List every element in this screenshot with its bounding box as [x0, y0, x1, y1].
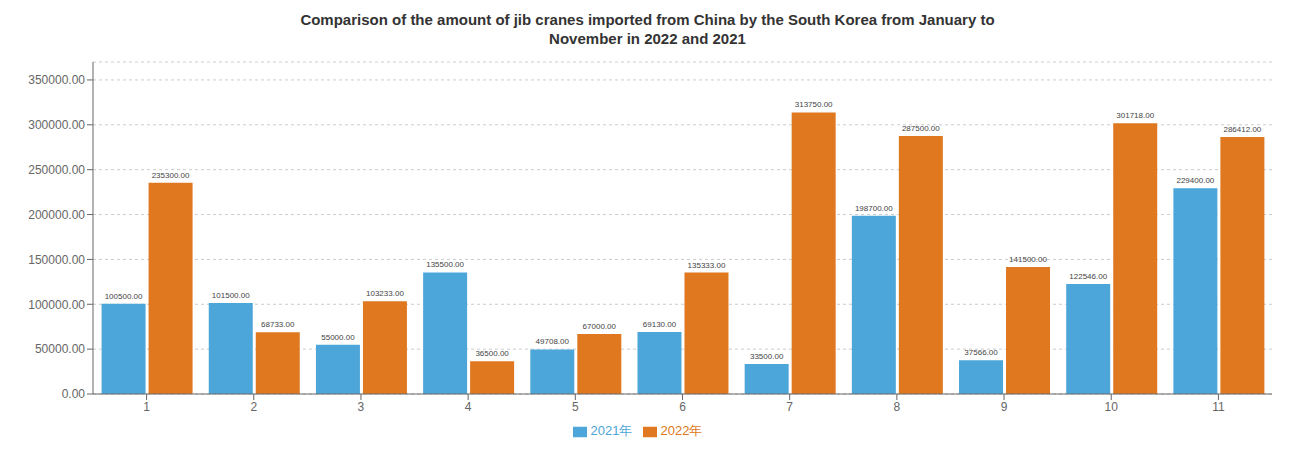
svg-text:250000.00: 250000.00 — [28, 163, 85, 177]
svg-text:300000.00: 300000.00 — [28, 118, 85, 132]
html-text:November in 2022 and 2021: November in 2022 and 2021 — [549, 30, 746, 47]
svg-text:301718.00: 301718.00 — [1116, 111, 1154, 120]
svg-text:9: 9 — [1001, 400, 1008, 414]
svg-text:101500.00: 101500.00 — [212, 291, 250, 300]
svg-text:287500.00: 287500.00 — [902, 124, 940, 133]
svg-text:100500.00: 100500.00 — [105, 292, 143, 301]
svg-text:5: 5 — [572, 400, 579, 414]
svg-text:200000.00: 200000.00 — [28, 208, 85, 222]
svg-text:10: 10 — [1105, 400, 1119, 414]
html-text:2021年: 2021年 — [590, 423, 633, 438]
svg-text:313750.00: 313750.00 — [795, 100, 833, 109]
html-text:Comparison of the amount of ji: Comparison of the amount of jib cranes i… — [300, 11, 995, 28]
svg-text:235300.00: 235300.00 — [152, 171, 190, 180]
svg-text:286412.00: 286412.00 — [1223, 125, 1261, 134]
svg-text:69130.00: 69130.00 — [643, 320, 677, 329]
svg-text:103233.00: 103233.00 — [366, 289, 404, 298]
svg-text:7: 7 — [786, 400, 793, 414]
svg-text:6: 6 — [679, 400, 686, 414]
svg-text:198700.00: 198700.00 — [855, 204, 893, 213]
svg-text:141500.00: 141500.00 — [1009, 255, 1047, 264]
svg-text:135500.00: 135500.00 — [426, 260, 464, 269]
svg-text:229400.00: 229400.00 — [1176, 176, 1214, 185]
svg-text:68733.00: 68733.00 — [261, 320, 295, 329]
svg-text:49708.00: 49708.00 — [536, 337, 570, 346]
svg-text:50000.00: 50000.00 — [35, 342, 85, 356]
svg-text:2: 2 — [250, 400, 257, 414]
svg-text:150000.00: 150000.00 — [28, 253, 85, 267]
svg-text:0.00: 0.00 — [62, 387, 86, 401]
svg-text:8: 8 — [894, 400, 901, 414]
svg-text:350000.00: 350000.00 — [28, 73, 85, 87]
svg-text:11: 11 — [1212, 400, 1225, 414]
svg-text:1: 1 — [143, 400, 150, 414]
svg-text:135333.00: 135333.00 — [688, 261, 726, 270]
svg-text:36500.00: 36500.00 — [475, 349, 509, 358]
svg-text:100000.00: 100000.00 — [28, 298, 85, 312]
html-text:2022年: 2022年 — [660, 423, 703, 438]
svg-text:122546.00: 122546.00 — [1069, 272, 1107, 281]
svg-text:55000.00: 55000.00 — [321, 333, 355, 342]
svg-text:33500.00: 33500.00 — [750, 352, 784, 361]
svg-text:4: 4 — [465, 400, 472, 414]
svg-text:3: 3 — [358, 400, 365, 414]
svg-text:37566.00: 37566.00 — [964, 348, 998, 357]
svg-text:67000.00: 67000.00 — [583, 322, 617, 331]
